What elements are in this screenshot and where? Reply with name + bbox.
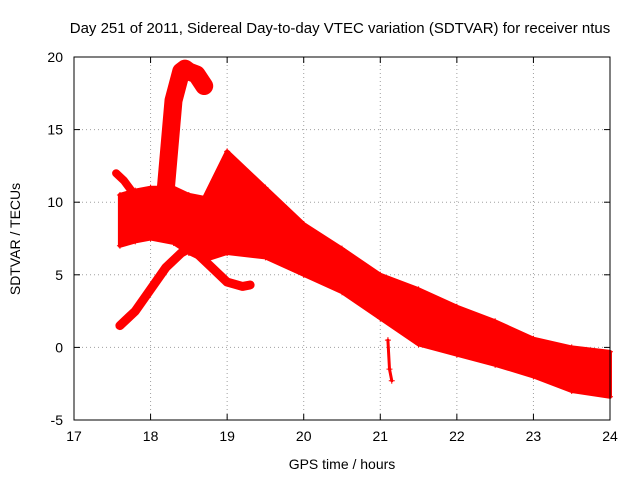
- point-marker: [120, 177, 127, 184]
- sdtvar-band-area: [117, 149, 612, 399]
- point-marker: [178, 250, 185, 257]
- point-marker: [415, 341, 422, 348]
- point-marker: [132, 308, 139, 315]
- chart-title: Day 251 of 2011, Sidereal Day-to-day VTE…: [70, 20, 611, 37]
- point-marker: [201, 83, 208, 90]
- y-tick-label: 10: [47, 194, 63, 210]
- point-marker: [492, 318, 499, 325]
- series-rising-track: [115, 244, 255, 331]
- x-axis-label: GPS time / hours: [289, 456, 396, 472]
- point-marker: [185, 68, 192, 75]
- point-marker: [116, 242, 123, 249]
- point-marker: [568, 387, 575, 394]
- series-spike: [386, 338, 394, 383]
- point-marker: [262, 254, 269, 261]
- point-marker: [247, 281, 254, 288]
- x-tick-label: 19: [219, 428, 235, 444]
- axis-ticks: 17 18 19 20 21 22 23 24 -5 0 5 10 15 20: [47, 49, 618, 444]
- series-peak: [156, 59, 214, 197]
- point-marker: [239, 283, 246, 290]
- point-marker: [492, 361, 499, 368]
- x-tick-label: 24: [602, 428, 618, 444]
- x-tick-label: 21: [372, 428, 388, 444]
- point-marker: [132, 238, 139, 245]
- point-marker: [224, 250, 231, 257]
- point-marker: [201, 194, 208, 201]
- point-marker: [170, 97, 177, 104]
- point-marker: [128, 187, 135, 194]
- point-marker: [136, 196, 143, 203]
- point-marker: [224, 279, 231, 286]
- point-marker: [300, 271, 307, 278]
- point-marker: [530, 335, 537, 342]
- y-tick-label: 5: [55, 267, 63, 283]
- x-tick-label: 18: [143, 428, 159, 444]
- point-marker: [224, 148, 231, 155]
- y-tick-label: -5: [51, 412, 64, 428]
- y-axis-label: SDTVAR / TECUs: [7, 183, 23, 295]
- point-marker: [182, 65, 189, 72]
- point-marker: [377, 315, 384, 322]
- point-marker: [185, 191, 192, 198]
- point-marker: [339, 245, 345, 252]
- series-early-arc: [112, 169, 144, 204]
- x-tick-label: 20: [296, 428, 312, 444]
- point-marker: [116, 322, 123, 329]
- point-marker: [377, 271, 384, 278]
- y-tick-label: 15: [47, 122, 63, 138]
- point-marker: [193, 250, 200, 257]
- data-points: [112, 59, 613, 400]
- point-marker: [170, 239, 177, 246]
- x-tick-label: 17: [66, 428, 82, 444]
- x-tick-label: 22: [449, 428, 465, 444]
- plot-frame: [73, 56, 611, 421]
- point-marker: [178, 68, 185, 75]
- point-marker: [162, 264, 169, 271]
- y-tick-label: 0: [55, 339, 63, 355]
- point-marker: [170, 184, 177, 191]
- x-tick-label: 23: [526, 428, 542, 444]
- point-marker: [262, 184, 269, 191]
- point-marker: [147, 235, 154, 242]
- point-marker: [201, 257, 208, 264]
- point-marker: [116, 191, 123, 198]
- point-marker: [339, 289, 345, 296]
- point-marker: [193, 71, 200, 78]
- point-marker: [113, 170, 120, 177]
- point-marker: [300, 220, 307, 227]
- point-marker: [147, 184, 154, 191]
- point-marker: [384, 337, 391, 344]
- point-marker: [530, 373, 537, 380]
- point-marker: [185, 245, 192, 252]
- point-marker: [162, 184, 169, 191]
- point-marker: [415, 286, 422, 293]
- point-marker: [386, 366, 393, 373]
- point-marker: [568, 344, 575, 351]
- point-marker: [147, 286, 154, 293]
- point-marker: [208, 264, 215, 271]
- point-marker: [388, 377, 395, 384]
- point-marker: [453, 303, 460, 310]
- point-marker: [453, 351, 460, 358]
- y-tick-label: 20: [47, 49, 63, 65]
